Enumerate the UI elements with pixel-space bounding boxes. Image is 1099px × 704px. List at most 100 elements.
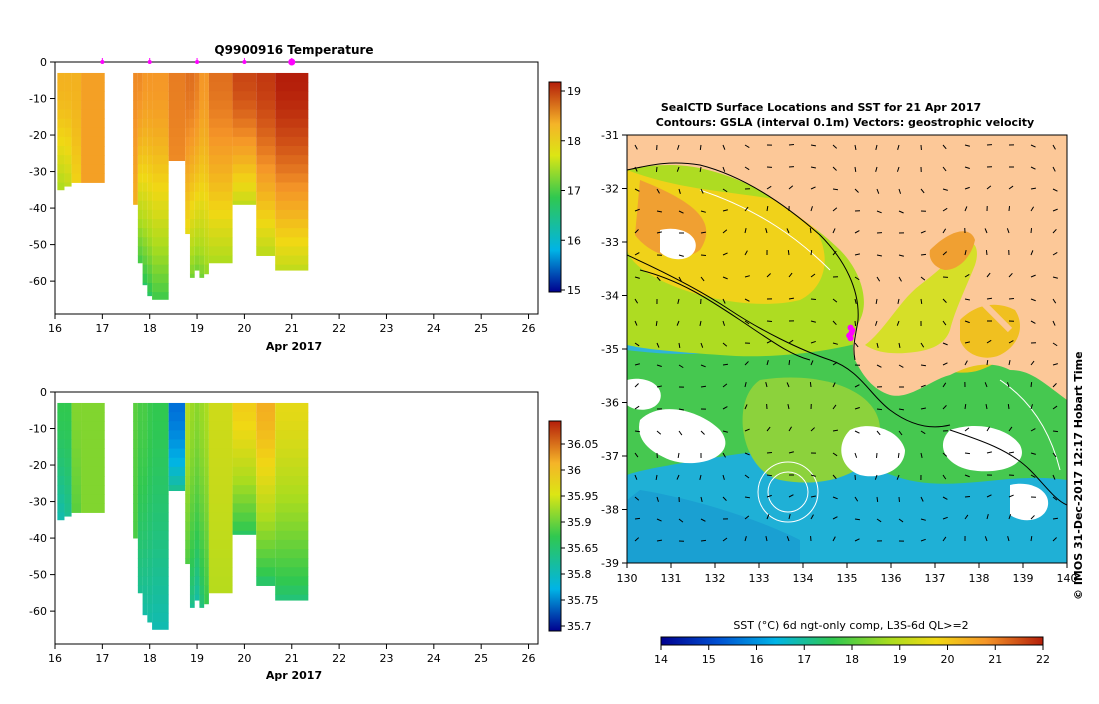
profile-cell bbox=[57, 155, 64, 165]
profile-cell bbox=[72, 430, 81, 440]
profile-cell bbox=[138, 91, 143, 101]
profile-cell bbox=[275, 82, 308, 92]
profile-cell bbox=[256, 549, 275, 559]
x-tick-label: 17 bbox=[95, 652, 109, 665]
sst-colorbar-tick-label: 22 bbox=[1036, 653, 1050, 666]
profile-cell bbox=[152, 173, 169, 183]
profile-cell bbox=[147, 485, 152, 495]
profile-cell bbox=[81, 164, 105, 174]
profile-cell bbox=[143, 210, 148, 220]
profile-cell bbox=[81, 494, 105, 504]
profile-cell bbox=[133, 82, 138, 92]
profile-cell bbox=[152, 412, 169, 422]
y-tick-label: -50 bbox=[29, 569, 47, 582]
profile-cell bbox=[169, 109, 186, 119]
map-x-tick-label: 130 bbox=[617, 572, 638, 585]
profile-cell bbox=[147, 228, 152, 238]
colorbar-tick-label: 35.9 bbox=[567, 516, 592, 529]
profile-cell bbox=[195, 91, 200, 101]
map-y-tick-label: -39 bbox=[601, 557, 619, 570]
profile-cell bbox=[185, 173, 190, 183]
profile-cell bbox=[199, 485, 204, 495]
profile-cell bbox=[275, 146, 308, 156]
profile-cell bbox=[233, 522, 257, 532]
map-x-tick-label: 137 bbox=[925, 572, 946, 585]
profile-cell bbox=[133, 91, 138, 101]
y-tick-label: -40 bbox=[29, 532, 47, 545]
profile-cell bbox=[147, 522, 152, 532]
profile-cell bbox=[81, 403, 105, 413]
profile-cell bbox=[147, 274, 152, 284]
profile-cell bbox=[143, 119, 148, 129]
profile-cell bbox=[275, 430, 308, 440]
profile-cell bbox=[195, 458, 200, 468]
profile-cell bbox=[185, 137, 190, 147]
profile-cell bbox=[190, 485, 195, 495]
profile-cell bbox=[256, 476, 275, 486]
profile-cell bbox=[199, 403, 204, 413]
profile-cell bbox=[256, 210, 275, 220]
y-tick-label: -20 bbox=[29, 129, 47, 142]
profile-cell bbox=[143, 146, 148, 156]
profile-cell bbox=[133, 485, 138, 495]
salinity-colorbar bbox=[549, 421, 561, 631]
profile-cell bbox=[143, 503, 148, 513]
profile-cell bbox=[169, 476, 186, 486]
profile-cell bbox=[195, 595, 200, 601]
profile-cell bbox=[199, 604, 204, 608]
profile-cell bbox=[199, 513, 204, 523]
profile-cell bbox=[81, 458, 105, 468]
profile-cell bbox=[199, 540, 204, 550]
profile-cell bbox=[138, 256, 143, 264]
profile-cell bbox=[209, 256, 233, 264]
profile-cell bbox=[275, 439, 308, 449]
profile-cell bbox=[133, 201, 138, 205]
profile-cell bbox=[169, 128, 186, 138]
velocity-vector bbox=[811, 299, 816, 300]
profile-cell bbox=[204, 256, 209, 266]
profile-cell bbox=[152, 613, 169, 623]
profile-cell bbox=[147, 467, 152, 477]
profile-cell bbox=[233, 467, 257, 477]
profile-cell bbox=[256, 201, 275, 211]
profile-cell bbox=[57, 439, 64, 449]
profile-cell bbox=[64, 164, 71, 174]
profile-cell bbox=[190, 183, 195, 193]
profile-cell bbox=[233, 119, 257, 129]
profile-cell bbox=[233, 513, 257, 523]
profile-cell bbox=[152, 82, 169, 92]
profile-cell bbox=[169, 449, 186, 459]
profile-cell bbox=[199, 192, 204, 202]
profile-cell bbox=[195, 531, 200, 541]
profile-cell bbox=[195, 73, 200, 83]
colorbar-tick-label: 35.95 bbox=[567, 490, 599, 503]
y-tick-label: -60 bbox=[29, 275, 47, 288]
profile-cell bbox=[147, 292, 152, 296]
profile-cell bbox=[138, 412, 143, 422]
velocity-vector bbox=[767, 452, 772, 453]
profile-cell bbox=[199, 201, 204, 211]
profile-cell bbox=[169, 412, 186, 422]
profile-cell bbox=[152, 192, 169, 202]
profile-cell bbox=[256, 109, 275, 119]
map-y-tick-label: -35 bbox=[601, 343, 619, 356]
profile-cell bbox=[147, 531, 152, 541]
profile-cell bbox=[190, 228, 195, 238]
profile-cell bbox=[256, 237, 275, 247]
profile-cell bbox=[204, 100, 209, 110]
profile-cell bbox=[256, 576, 275, 586]
profile-cell bbox=[233, 476, 257, 486]
profile-cell bbox=[72, 485, 81, 495]
profile-cell bbox=[133, 109, 138, 119]
profile-cell bbox=[147, 265, 152, 275]
profile-cell bbox=[64, 485, 71, 495]
y-tick-label: -20 bbox=[29, 459, 47, 472]
profile-cell bbox=[143, 613, 148, 615]
profile-cell bbox=[233, 201, 257, 205]
profile-cell bbox=[204, 586, 209, 596]
x-tick-label: 19 bbox=[190, 322, 204, 335]
profile-cell bbox=[209, 430, 233, 440]
profile-cell bbox=[199, 219, 204, 229]
profile-cell bbox=[209, 485, 233, 495]
profile-cell bbox=[275, 183, 308, 193]
